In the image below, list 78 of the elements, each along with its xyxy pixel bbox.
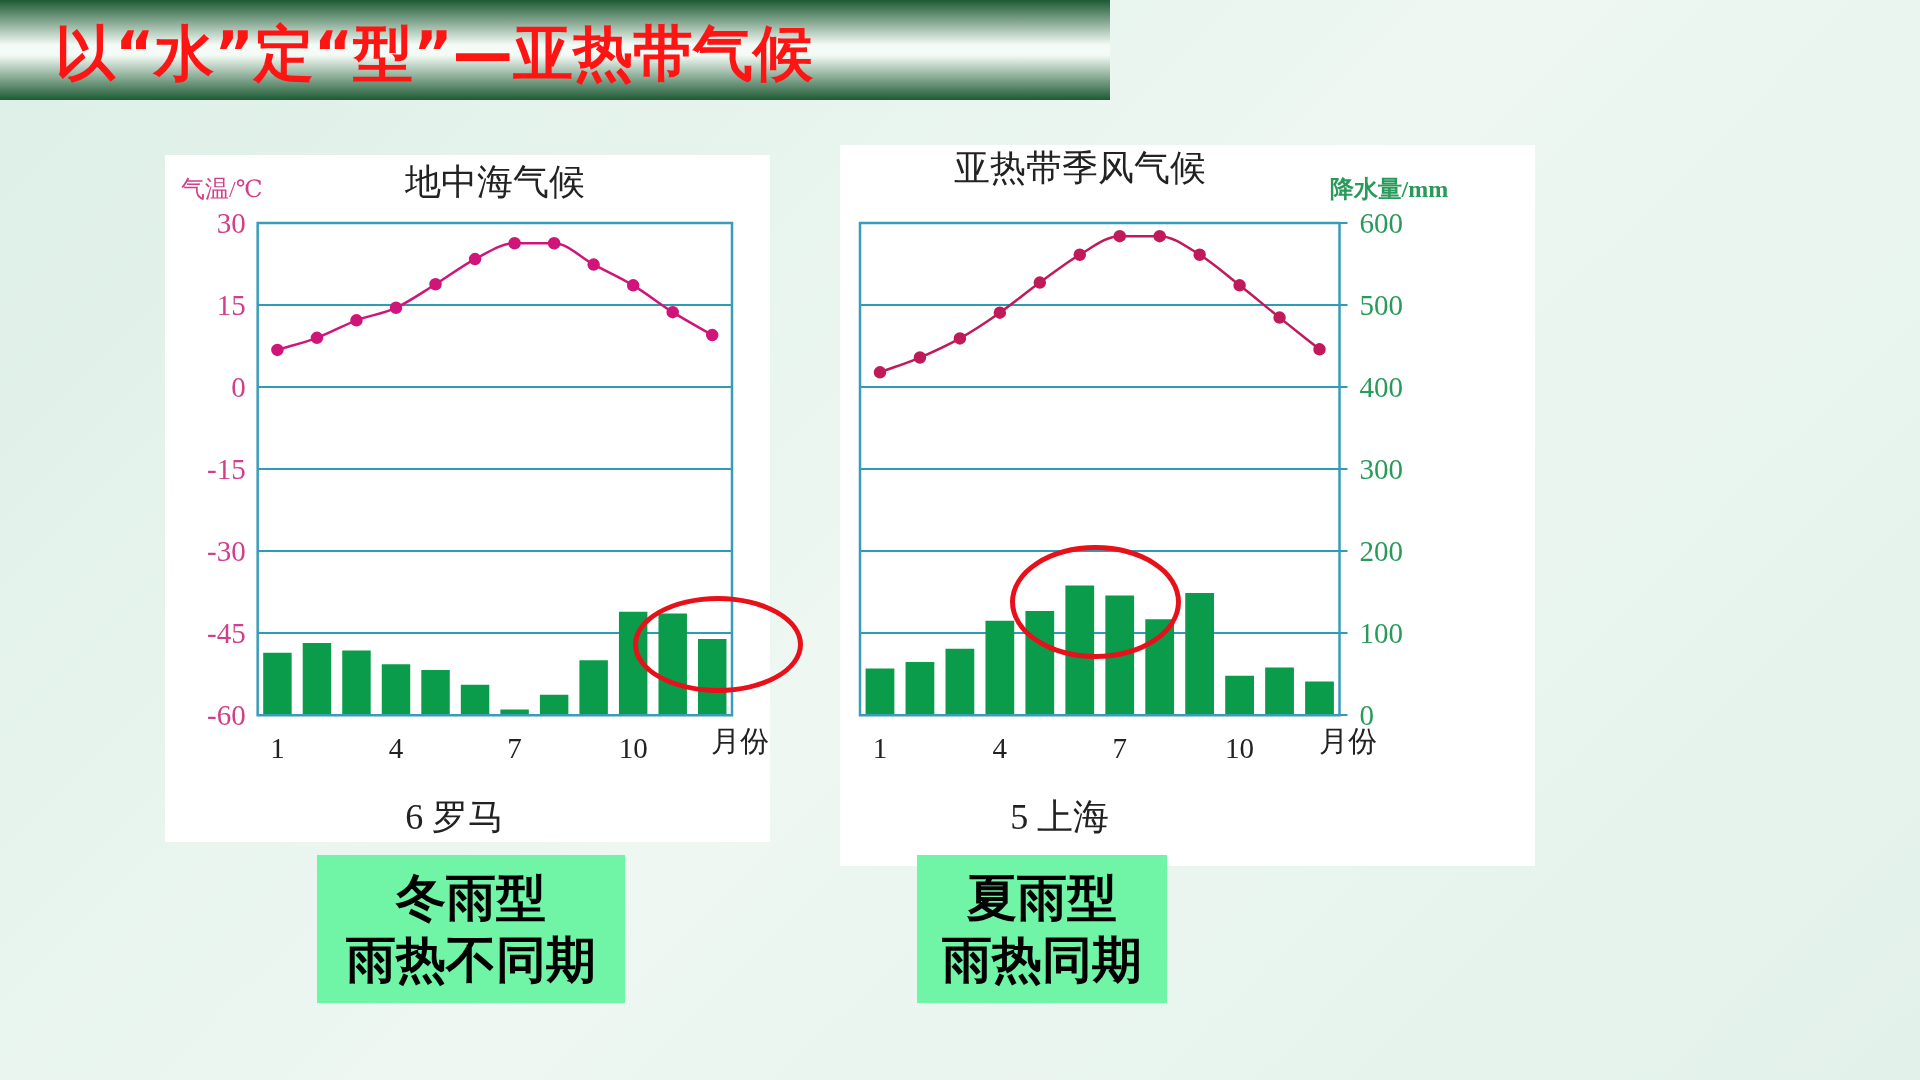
x-tick-label: 7 bbox=[507, 732, 522, 765]
bar bbox=[658, 613, 687, 716]
x-tick-label: 7 bbox=[1112, 732, 1127, 765]
bar bbox=[985, 620, 1015, 715]
x-axis-title: 月份 bbox=[711, 724, 769, 757]
bar bbox=[381, 664, 411, 716]
point bbox=[666, 305, 679, 319]
bar bbox=[1265, 667, 1294, 715]
point bbox=[913, 351, 927, 364]
point bbox=[1113, 229, 1126, 243]
point bbox=[1313, 343, 1326, 356]
chart-title: 亚热带季风气候 bbox=[953, 148, 1206, 189]
point bbox=[1273, 311, 1286, 324]
x-tick-label: 10 bbox=[1225, 732, 1255, 765]
point bbox=[1033, 276, 1047, 289]
y-tick-label: -15 bbox=[206, 452, 246, 485]
point bbox=[587, 258, 600, 271]
x-tick-label: 1 bbox=[872, 732, 888, 765]
bar bbox=[421, 670, 450, 716]
y2-tick-label: 300 bbox=[1359, 452, 1403, 485]
point bbox=[547, 236, 561, 250]
bar bbox=[945, 648, 975, 715]
text: 5 上海 bbox=[1010, 797, 1110, 838]
bar bbox=[1105, 595, 1135, 715]
bar bbox=[1185, 592, 1215, 715]
point bbox=[271, 343, 284, 357]
bar bbox=[1065, 585, 1095, 715]
x-tick-label: 4 bbox=[388, 732, 404, 765]
x-tick-label: 4 bbox=[992, 732, 1008, 765]
y2-tick-label: 500 bbox=[1359, 288, 1403, 321]
point bbox=[350, 314, 363, 327]
bar bbox=[1305, 681, 1334, 715]
bar bbox=[865, 668, 895, 715]
bar bbox=[1225, 675, 1254, 715]
y2-tick-label: 600 bbox=[1359, 206, 1403, 239]
point bbox=[508, 236, 521, 250]
y-tick-label: 30 bbox=[216, 206, 246, 239]
point bbox=[705, 328, 719, 342]
bar bbox=[342, 650, 371, 716]
x-tick-label: 10 bbox=[618, 732, 648, 765]
y2-axis-title: 降水量/mm bbox=[1329, 176, 1449, 203]
point bbox=[1233, 279, 1246, 292]
text: 夏雨型 bbox=[967, 867, 1117, 929]
bar bbox=[579, 660, 608, 716]
chart-title: 地中海气候 bbox=[403, 162, 585, 203]
text: 以“水”定“型”—亚热带气候 bbox=[55, 17, 813, 90]
text: 6 罗马 bbox=[405, 797, 505, 838]
point bbox=[626, 279, 640, 292]
text: 雨热同期 bbox=[942, 930, 1142, 991]
bar bbox=[539, 694, 569, 716]
y2-tick-label: 200 bbox=[1359, 534, 1403, 567]
point bbox=[1073, 248, 1087, 261]
x-tick-label: 1 bbox=[270, 732, 285, 765]
point bbox=[1193, 248, 1206, 261]
point bbox=[993, 306, 1007, 319]
point bbox=[389, 301, 403, 315]
bar bbox=[460, 684, 490, 716]
point bbox=[873, 366, 887, 379]
y2-tick-label: 100 bbox=[1359, 616, 1403, 649]
y-tick-label: 0 bbox=[231, 370, 246, 403]
text: 冬雨型 bbox=[396, 867, 546, 929]
point bbox=[953, 332, 967, 345]
y-tick-label: -60 bbox=[206, 698, 246, 731]
point bbox=[310, 331, 324, 345]
y-axis-title: 气温/℃ bbox=[181, 176, 263, 203]
bar bbox=[263, 652, 292, 716]
bar bbox=[1145, 619, 1175, 715]
bar bbox=[905, 661, 935, 715]
point bbox=[429, 278, 442, 291]
bar bbox=[1025, 611, 1055, 715]
y-tick-label: -30 bbox=[206, 534, 246, 567]
y-tick-label: 15 bbox=[216, 288, 246, 321]
text: 雨热不同期 bbox=[346, 930, 596, 991]
point bbox=[468, 252, 482, 266]
point bbox=[1153, 229, 1166, 243]
bar bbox=[302, 643, 332, 716]
y2-tick-label: 400 bbox=[1359, 370, 1403, 403]
y-tick-label: -45 bbox=[206, 616, 246, 649]
